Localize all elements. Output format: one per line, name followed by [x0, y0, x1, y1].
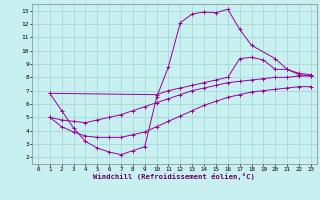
X-axis label: Windchill (Refroidissement éolien,°C): Windchill (Refroidissement éolien,°C)	[93, 173, 255, 180]
